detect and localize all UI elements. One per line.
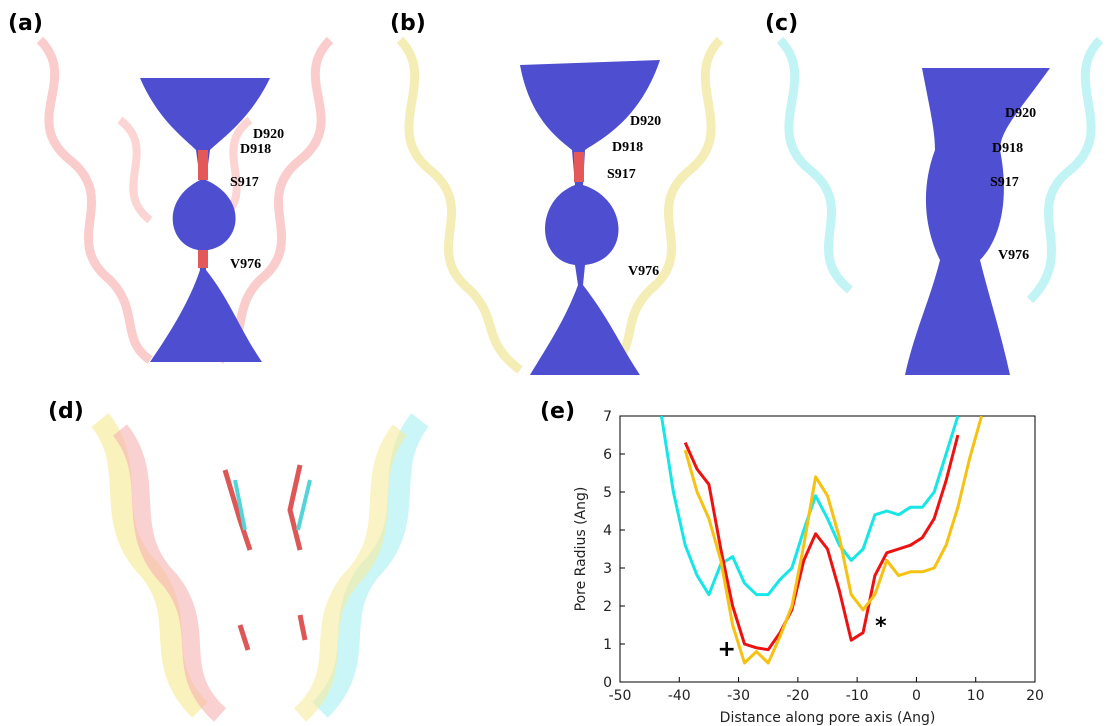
plot-frame xyxy=(619,415,1036,683)
residue-label: D918 xyxy=(992,141,1023,156)
x-tick-label: 0 xyxy=(912,688,921,704)
structure-c xyxy=(776,36,1104,375)
x-tick-label: -30 xyxy=(727,688,750,704)
residue-label: D920 xyxy=(630,114,661,129)
panel-label: (b) xyxy=(390,11,426,36)
residue-label: D918 xyxy=(612,140,643,155)
residue-label: D918 xyxy=(240,142,271,157)
y-tick-label: 7 xyxy=(603,409,612,425)
residue-label: V976 xyxy=(998,248,1029,263)
y-tick-label: 1 xyxy=(603,637,612,653)
annotation: * xyxy=(875,614,887,639)
y-axis-label: Pore Radius (Ang) xyxy=(573,487,589,612)
x-tick-label: -50 xyxy=(609,688,632,704)
residue-label: V976 xyxy=(628,264,659,279)
panel-label: (a) xyxy=(8,11,43,36)
structure-d xyxy=(91,413,429,722)
x-tick-label: -40 xyxy=(668,688,691,704)
x-tick-label: 10 xyxy=(967,688,985,704)
residue-label: V976 xyxy=(230,257,261,272)
structure-b xyxy=(396,36,724,375)
residue-labels: D920 D918 S917 V976 D920 D918 S917 V976 … xyxy=(230,106,1036,279)
series-line xyxy=(683,434,960,652)
pore-radius-chart: -50 -40 -30 -20 -10 0 10 20 0 1 2 3 4 5 6 7 Distance alo… xyxy=(573,409,1044,726)
residue-label: S917 xyxy=(607,167,636,182)
x-axis-label: Distance along pore axis (Ang) xyxy=(720,710,936,726)
annotation: + xyxy=(717,637,735,662)
y-tick-label: 3 xyxy=(603,561,612,577)
y-tick-label: 4 xyxy=(603,523,612,539)
y-tick-label: 6 xyxy=(603,447,612,463)
panel-label: (e) xyxy=(540,399,575,424)
residue-label: D920 xyxy=(253,127,284,142)
series-line xyxy=(683,416,984,665)
panel-label: (d) xyxy=(48,399,84,424)
x-tick-label: -10 xyxy=(846,688,869,704)
residue-label: D920 xyxy=(1005,106,1036,121)
panel-label: (c) xyxy=(765,11,798,36)
x-tick-label: 20 xyxy=(1026,688,1044,704)
y-tick-label: 0 xyxy=(603,675,612,691)
panel-labels: (a) (b) (c) (d) (e) xyxy=(8,11,798,424)
x-tick-label: -20 xyxy=(786,688,809,704)
structure-a xyxy=(36,36,334,364)
residue-label: S917 xyxy=(990,175,1019,190)
y-tick-label: 2 xyxy=(603,599,612,615)
y-tick-label: 5 xyxy=(603,485,612,501)
residue-label: S917 xyxy=(230,175,259,190)
